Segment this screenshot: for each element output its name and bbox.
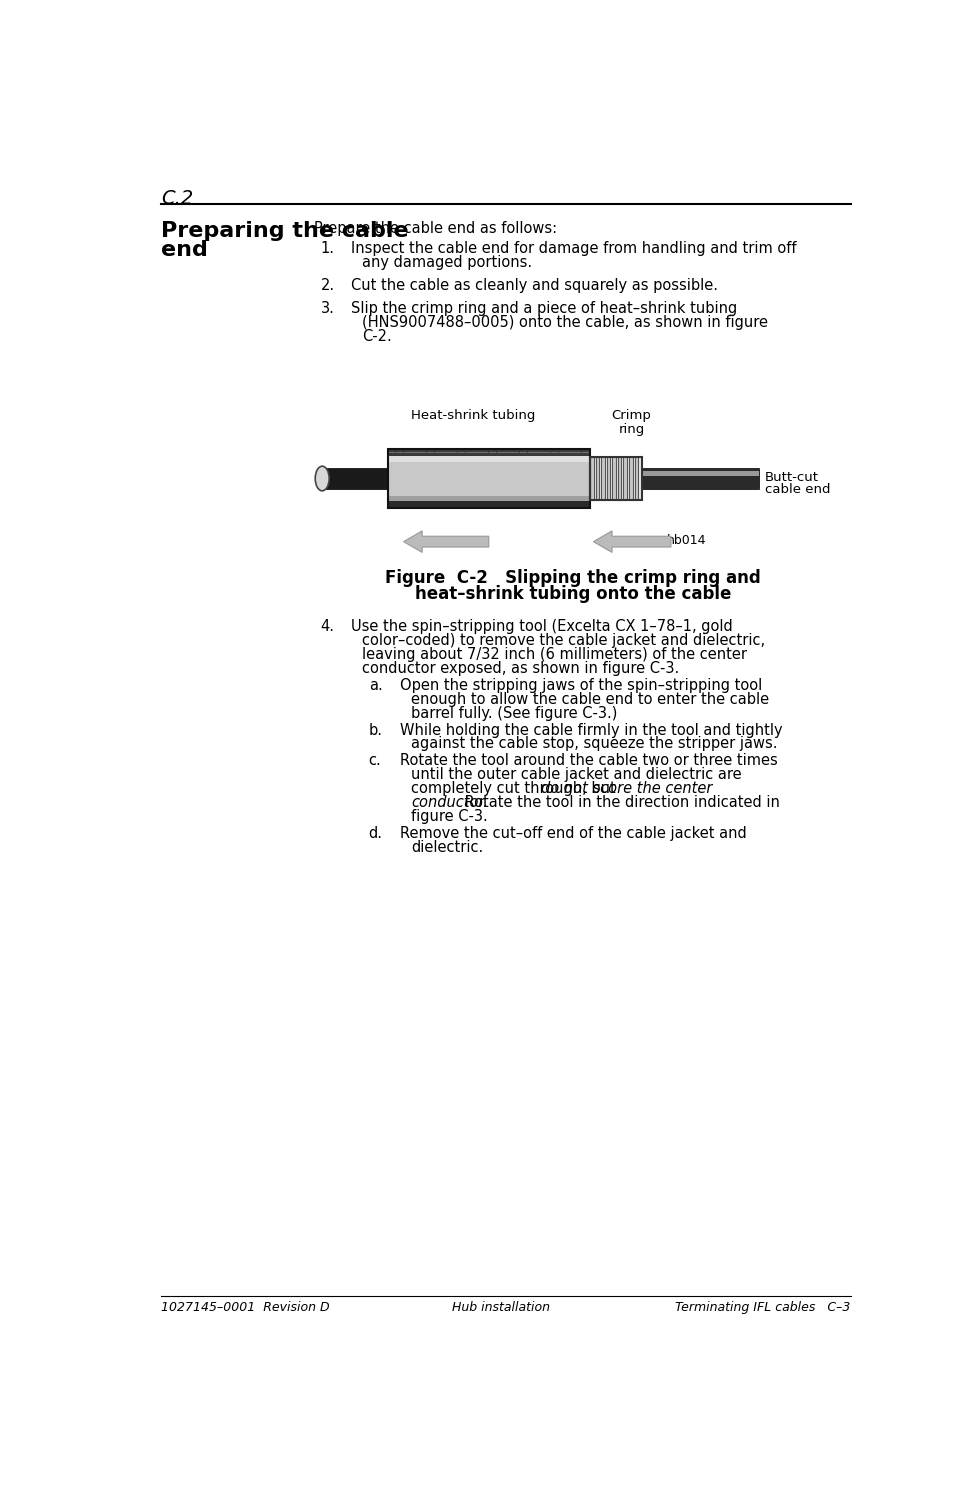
- Bar: [321, 468, 388, 489]
- Text: conductor.: conductor.: [411, 794, 488, 809]
- Text: Inspect the cable end for damage from handling and trim off: Inspect the cable end for damage from ha…: [351, 242, 795, 257]
- Bar: [642, 471, 758, 477]
- Text: Rotate the tool around the cable two or three times: Rotate the tool around the cable two or …: [400, 753, 777, 768]
- Polygon shape: [593, 530, 670, 552]
- Bar: [606, 457, 610, 500]
- Text: Open the stripping jaws of the spin–stripping tool: Open the stripping jaws of the spin–stri…: [400, 679, 761, 693]
- Text: 1.: 1.: [320, 242, 334, 257]
- Polygon shape: [404, 530, 488, 552]
- Text: 3.: 3.: [320, 301, 334, 316]
- Text: leaving about 7/32 inch (6 millimeters) of the center: leaving about 7/32 inch (6 millimeters) …: [362, 647, 746, 662]
- Text: 2.: 2.: [320, 278, 334, 294]
- Bar: [388, 500, 589, 508]
- Bar: [589, 457, 593, 500]
- Text: Slip the crimp ring and a piece of heat–shrink tubing: Slip the crimp ring and a piece of heat–…: [351, 301, 737, 316]
- Bar: [388, 456, 589, 462]
- Text: completely cut through, but: completely cut through, but: [411, 781, 620, 796]
- Text: against the cable stop, squeeze the stripper jaws.: against the cable stop, squeeze the stri…: [411, 737, 777, 751]
- Text: barrel fully. (See figure C-3.): barrel fully. (See figure C-3.): [411, 705, 617, 720]
- Text: b.: b.: [368, 723, 382, 738]
- Bar: [622, 457, 626, 500]
- Bar: [617, 457, 620, 500]
- Text: ring: ring: [617, 423, 644, 437]
- Bar: [388, 450, 589, 508]
- Bar: [601, 457, 604, 500]
- Text: Remove the cut–off end of the cable jacket and: Remove the cut–off end of the cable jack…: [400, 826, 745, 841]
- Bar: [642, 468, 758, 489]
- Text: 1027145–0001  Revision D: 1027145–0001 Revision D: [161, 1301, 329, 1314]
- Text: until the outer cable jacket and dielectric are: until the outer cable jacket and dielect…: [411, 768, 742, 783]
- Text: do not score the center: do not score the center: [540, 781, 711, 796]
- Text: any damaged portions.: any damaged portions.: [362, 255, 532, 270]
- Text: Hub installation: Hub installation: [451, 1301, 550, 1314]
- Text: color–coded) to remove the cable jacket and dielectric,: color–coded) to remove the cable jacket …: [362, 633, 765, 649]
- Text: Rotate the tool in the direction indicated in: Rotate the tool in the direction indicat…: [460, 794, 780, 809]
- Text: end: end: [161, 239, 208, 260]
- Text: C-2.: C-2.: [362, 330, 392, 345]
- Bar: [388, 462, 589, 496]
- Text: Preparing the cable: Preparing the cable: [161, 221, 408, 241]
- Text: dielectric.: dielectric.: [411, 839, 483, 855]
- Text: c.: c.: [368, 753, 381, 768]
- Text: a.: a.: [368, 679, 382, 693]
- Bar: [589, 457, 642, 500]
- Bar: [612, 457, 616, 500]
- Bar: [628, 457, 632, 500]
- Text: figure C-3.: figure C-3.: [411, 809, 488, 824]
- Text: heat–shrink tubing onto the cable: heat–shrink tubing onto the cable: [414, 585, 731, 603]
- Text: d.: d.: [368, 826, 382, 841]
- Text: Heat-shrink tubing: Heat-shrink tubing: [410, 410, 535, 422]
- Text: Figure  C-2   Slipping the crimp ring and: Figure C-2 Slipping the crimp ring and: [385, 569, 760, 588]
- Text: Prepare the cable end as follows:: Prepare the cable end as follows:: [315, 221, 557, 236]
- Bar: [388, 450, 589, 456]
- Text: Cut the cable as cleanly and squarely as possible.: Cut the cable as cleanly and squarely as…: [351, 278, 717, 294]
- Text: enough to allow the cable end to enter the cable: enough to allow the cable end to enter t…: [411, 692, 769, 707]
- Text: Crimp: Crimp: [611, 410, 651, 422]
- Text: (HNS9007488–0005) onto the cable, as shown in figure: (HNS9007488–0005) onto the cable, as sho…: [362, 315, 768, 330]
- Text: C.2: C.2: [161, 189, 193, 208]
- Bar: [388, 450, 589, 508]
- Bar: [595, 457, 599, 500]
- Bar: [634, 457, 637, 500]
- Text: cable end: cable end: [764, 483, 829, 496]
- Text: While holding the cable firmly in the tool and tightly: While holding the cable firmly in the to…: [400, 723, 782, 738]
- Text: hb014: hb014: [666, 535, 705, 546]
- Text: Butt-cut: Butt-cut: [764, 471, 818, 484]
- Text: 4.: 4.: [320, 619, 334, 634]
- Ellipse shape: [315, 466, 329, 492]
- Text: conductor exposed, as shown in figure C-3.: conductor exposed, as shown in figure C-…: [362, 661, 679, 676]
- Bar: [589, 457, 642, 500]
- Text: Use the spin–stripping tool (Excelta CX 1–78–1, gold: Use the spin–stripping tool (Excelta CX …: [351, 619, 732, 634]
- Text: Terminating IFL cables   C–3: Terminating IFL cables C–3: [675, 1301, 850, 1314]
